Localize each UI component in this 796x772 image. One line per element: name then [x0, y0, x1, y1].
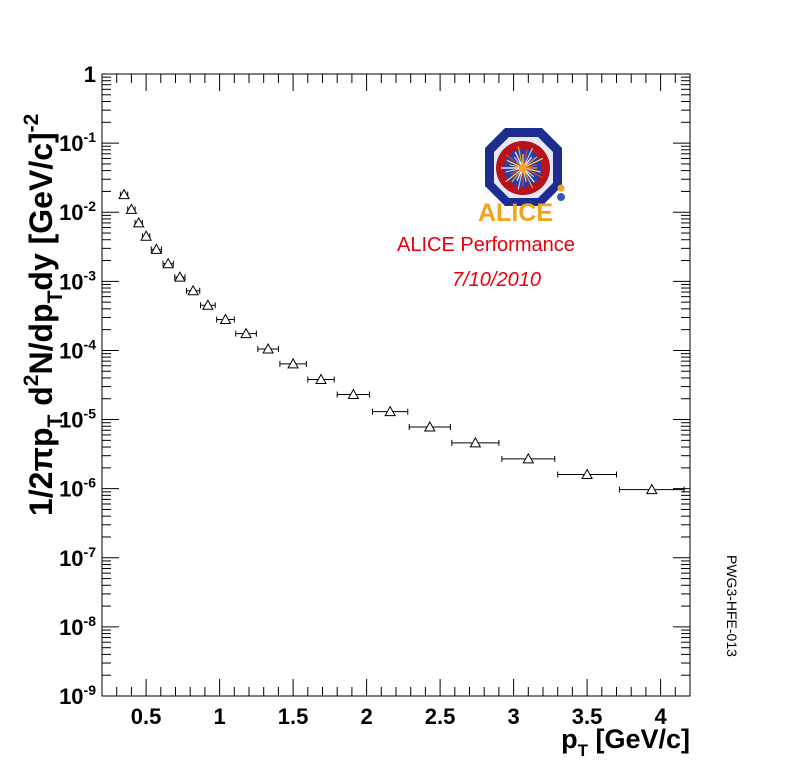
triangle-marker — [262, 342, 274, 354]
y-tick-labels: 10-9 10-8 10-7 10-6 10-5 10-4 10-3 10-2 10-1 1 — [59, 62, 96, 709]
data-points — [118, 188, 685, 495]
triangle-marker — [132, 216, 145, 228]
alice-logo-text: ALICE — [478, 199, 553, 227]
data-point — [150, 243, 163, 254]
triangle-marker — [150, 243, 163, 254]
triangle-marker — [384, 405, 396, 417]
triangle-marker — [581, 468, 593, 480]
triangle-marker — [219, 313, 232, 325]
triangle-marker — [423, 420, 436, 432]
triangle-marker — [140, 230, 152, 241]
data-point — [118, 188, 130, 200]
triangle-marker — [187, 284, 199, 296]
triangle-marker — [469, 436, 482, 448]
axis-ticks — [101, 73, 691, 697]
data-point — [125, 203, 138, 214]
y-tick-label: 10-6 — [59, 475, 96, 502]
triangle-marker — [287, 357, 299, 369]
alice-logo-drop-top — [557, 184, 565, 192]
y-tick-label: 10-2 — [59, 198, 96, 225]
x-tick-label: 1 — [213, 704, 225, 729]
x-tick-label: 2 — [360, 704, 372, 729]
data-point — [199, 299, 216, 310]
data-point — [307, 373, 335, 384]
y-tick-label: 10-4 — [59, 336, 96, 363]
x-tick-label: 0.5 — [131, 704, 162, 729]
data-point — [257, 342, 279, 354]
triangle-marker — [162, 257, 174, 269]
data-point — [451, 436, 500, 448]
data-point — [618, 483, 685, 495]
axes-frame — [101, 73, 691, 697]
data-point — [235, 327, 257, 339]
triangle-marker — [240, 327, 252, 339]
data-point — [371, 405, 409, 417]
triangle-marker — [125, 203, 138, 214]
y-axis-title: 1/2πpT d2N/dpTdy [GeV/c]-2 — [20, 114, 67, 516]
x-tick-label: 1.5 — [278, 704, 309, 729]
date-label: 7/10/2010 — [452, 269, 541, 291]
x-tick-labels: 0.5 1 1.5 2 2.5 3 3.5 4 — [131, 704, 668, 729]
triangle-marker — [118, 188, 130, 200]
y-tick-label: 10-7 — [59, 544, 96, 571]
y-tick-label: 1 — [84, 62, 96, 87]
data-point — [501, 452, 556, 464]
data-point — [140, 230, 152, 241]
data-point — [174, 271, 186, 282]
data-point — [557, 468, 617, 480]
alice-logo-center — [519, 164, 527, 172]
data-point — [132, 216, 145, 228]
data-point — [336, 388, 371, 400]
data-point — [408, 420, 451, 432]
data-point — [279, 357, 307, 369]
triangle-marker — [347, 388, 360, 400]
data-point — [216, 313, 235, 325]
x-tick-label: 4 — [654, 704, 667, 729]
plot-frame — [101, 73, 691, 697]
x-tick-label: 3.5 — [572, 704, 603, 729]
triangle-marker — [645, 483, 658, 495]
alice-logo-drop-bottom — [557, 193, 565, 201]
y-tick-label: 10-5 — [59, 406, 96, 433]
performance-label: ALICE Performance — [397, 234, 575, 256]
y-tick-label: 10-1 — [59, 129, 96, 156]
data-point — [162, 257, 174, 269]
y-tick-label: 10-9 — [59, 682, 96, 709]
side-id-label: PWG3-HFE-013 — [724, 555, 740, 657]
y-tick-label: 10-8 — [59, 613, 96, 640]
x-tick-label: 3 — [507, 704, 519, 729]
data-point — [186, 284, 201, 296]
triangle-marker — [174, 271, 186, 282]
y-tick-label: 10-3 — [59, 267, 96, 294]
x-axis-title: pT [GeV/c] — [561, 724, 690, 760]
triangle-marker — [201, 299, 214, 310]
x-tick-label: 2.5 — [425, 704, 456, 729]
triangle-marker — [522, 452, 535, 464]
triangle-marker — [315, 373, 327, 384]
alice-logo: ALICE — [478, 128, 565, 227]
